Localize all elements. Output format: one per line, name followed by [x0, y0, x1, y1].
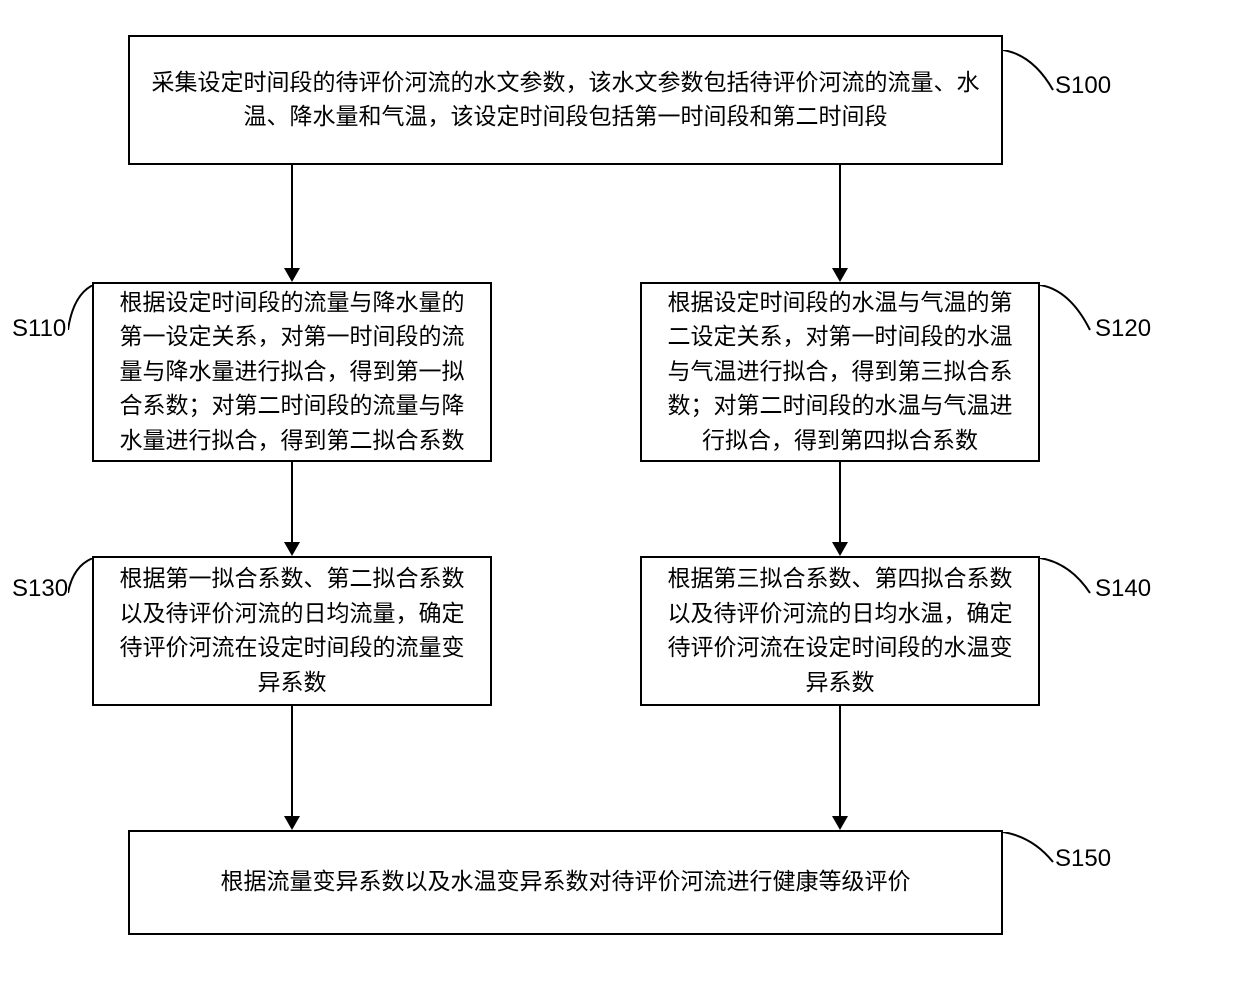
step-label-s140: S140: [1095, 575, 1151, 603]
box-text: 根据设定时间段的水温与气温的第二设定关系，对第一时间段的水温与气温进行拟合，得到…: [662, 286, 1018, 459]
flowchart-box-s100: 采集设定时间段的待评价河流的水文参数，该水文参数包括待评价河流的流量、水温、降水…: [128, 35, 1003, 165]
flowchart-box-s140: 根据第三拟合系数、第四拟合系数以及待评价河流的日均水温，确定待评价河流在设定时间…: [640, 556, 1040, 706]
arrow-s100-s110: [291, 165, 293, 268]
arrowhead-icon: [284, 816, 300, 830]
label-connector-s140: [1040, 558, 1095, 598]
step-label-s100: S100: [1055, 72, 1111, 100]
arrowhead-icon: [284, 268, 300, 282]
step-label-s150: S150: [1055, 845, 1111, 873]
box-text: 根据第三拟合系数、第四拟合系数以及待评价河流的日均水温，确定待评价河流在设定时间…: [662, 562, 1018, 700]
arrowhead-icon: [832, 816, 848, 830]
flowchart-box-s150: 根据流量变异系数以及水温变异系数对待评价河流进行健康等级评价: [128, 830, 1003, 935]
step-label-s120: S120: [1095, 315, 1151, 343]
arrowhead-icon: [832, 268, 848, 282]
flowchart-box-s110: 根据设定时间段的流量与降水量的第一设定关系，对第一时间段的流量与降水量进行拟合，…: [92, 282, 492, 462]
arrow-s140-s150: [839, 706, 841, 816]
label-connector-s100: [1003, 50, 1058, 95]
label-connector-s120: [1040, 285, 1095, 335]
flowchart-box-s120: 根据设定时间段的水温与气温的第二设定关系，对第一时间段的水温与气温进行拟合，得到…: [640, 282, 1040, 462]
arrow-s120-s140: [839, 462, 841, 542]
arrow-s110-s130: [291, 462, 293, 542]
arrow-s100-s120: [839, 165, 841, 268]
box-text: 采集设定时间段的待评价河流的水文参数，该水文参数包括待评价河流的流量、水温、降水…: [150, 66, 981, 135]
step-label-s130: S130: [12, 575, 68, 603]
step-label-s110: S110: [12, 315, 66, 343]
box-text: 根据设定时间段的流量与降水量的第一设定关系，对第一时间段的流量与降水量进行拟合，…: [114, 286, 470, 459]
arrow-s130-s150: [291, 706, 293, 816]
label-connector-s150: [1003, 832, 1058, 872]
label-connector-s110: [68, 285, 108, 335]
flowchart-box-s130: 根据第一拟合系数、第二拟合系数以及待评价河流的日均流量，确定待评价河流在设定时间…: [92, 556, 492, 706]
box-text: 根据第一拟合系数、第二拟合系数以及待评价河流的日均流量，确定待评价河流在设定时间…: [114, 562, 470, 700]
arrowhead-icon: [284, 542, 300, 556]
box-text: 根据流量变异系数以及水温变异系数对待评价河流进行健康等级评价: [221, 865, 911, 900]
arrowhead-icon: [832, 542, 848, 556]
label-connector-s130: [68, 558, 108, 598]
